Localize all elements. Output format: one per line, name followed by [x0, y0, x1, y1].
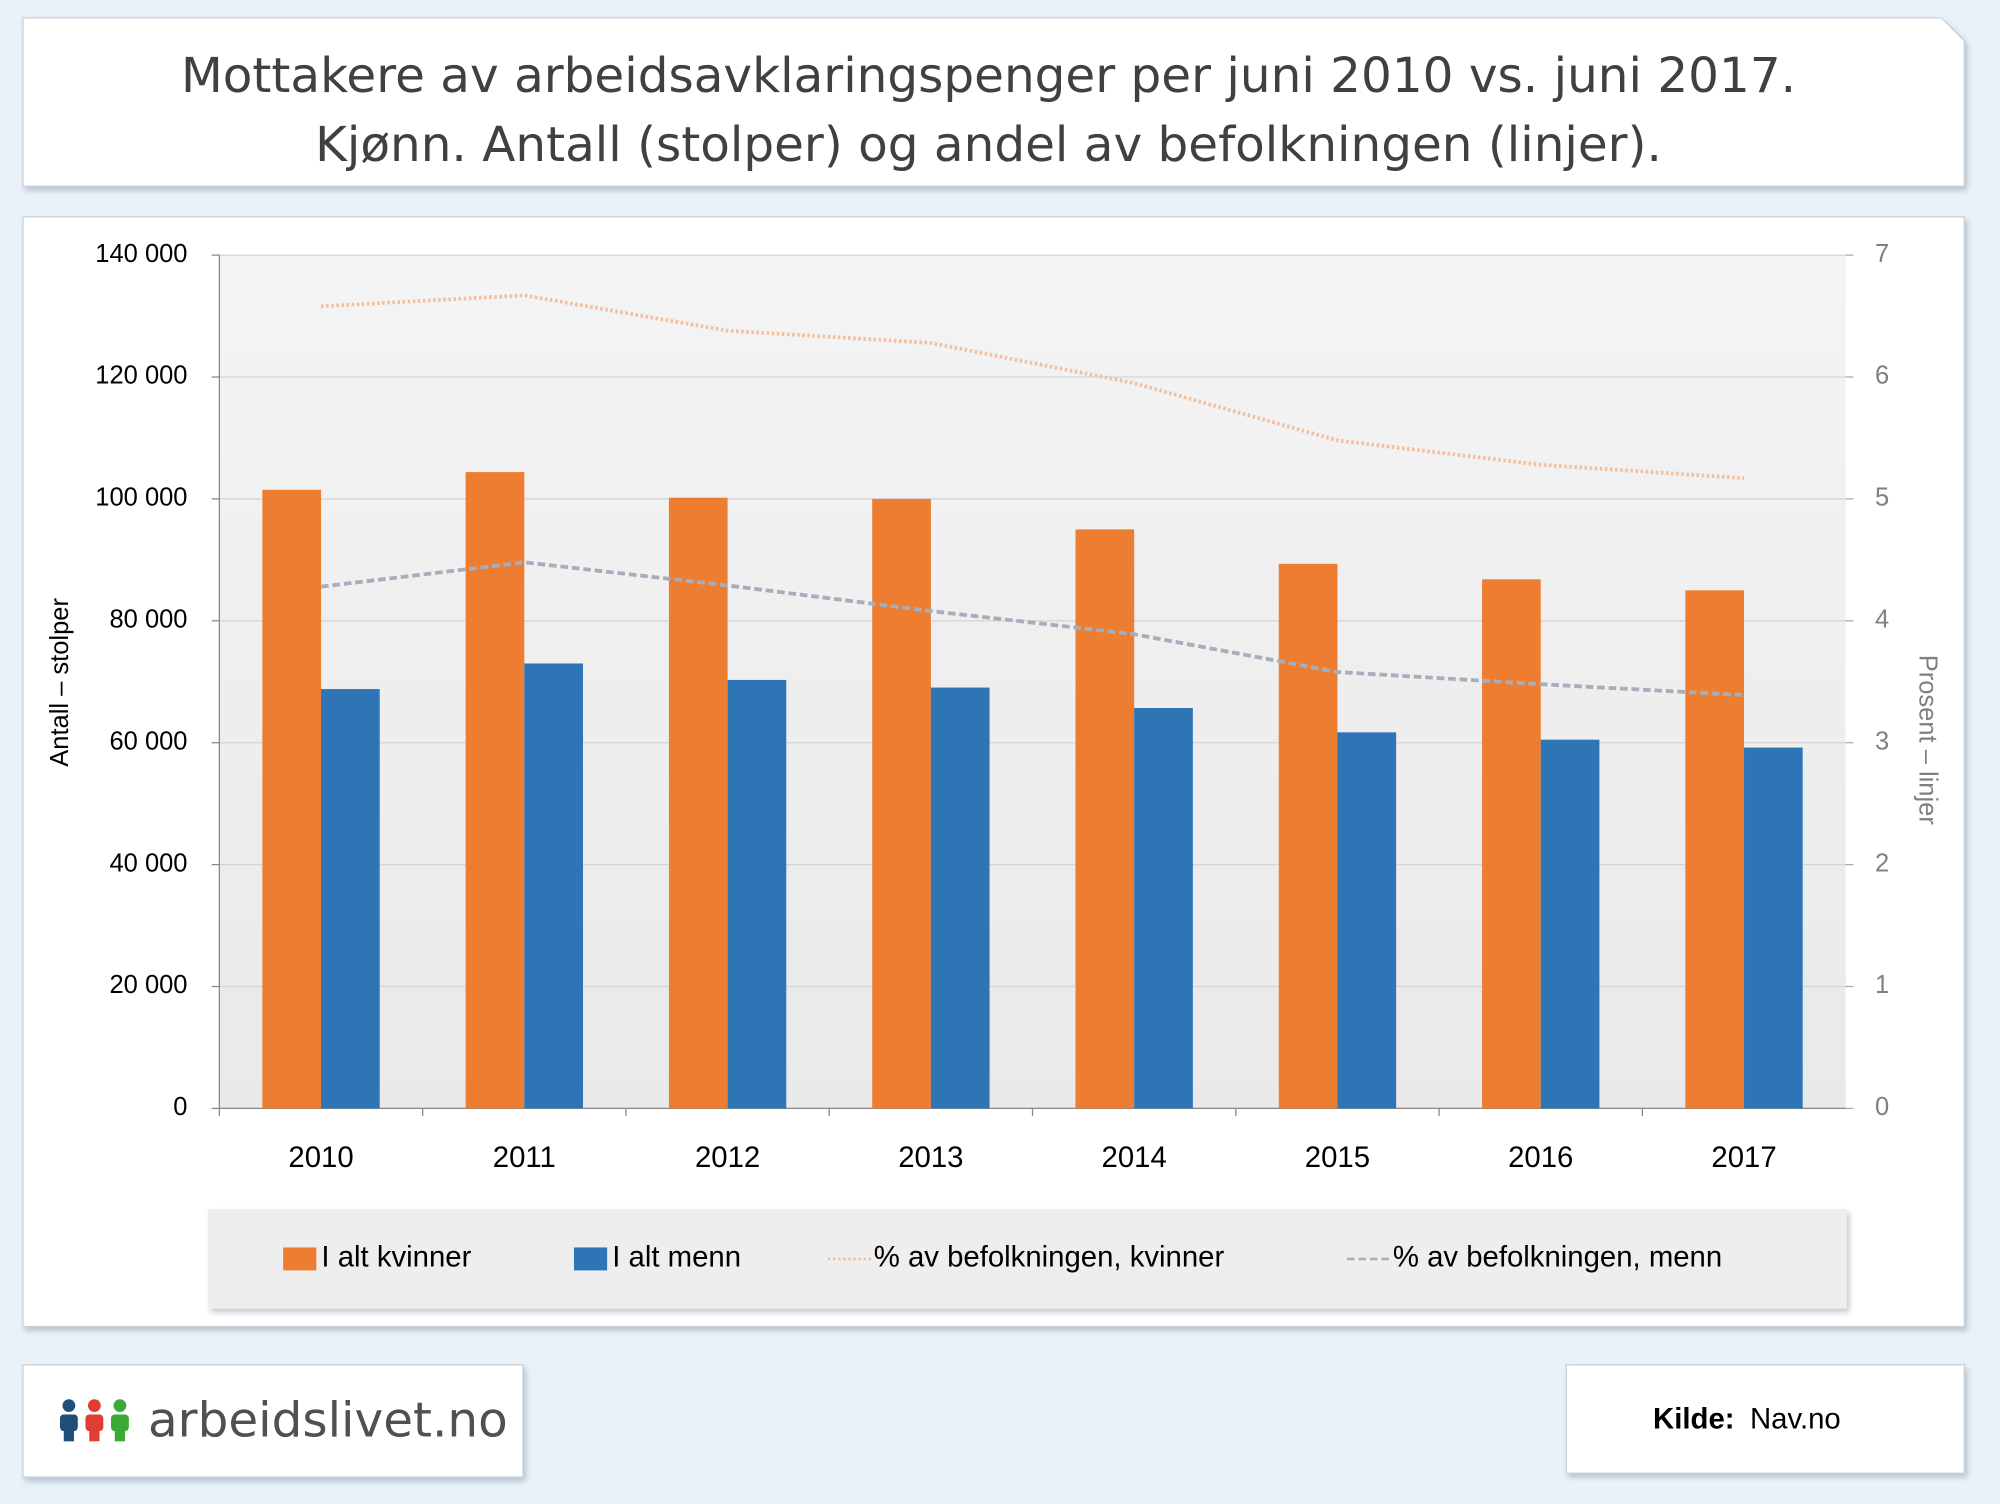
bar	[1337, 732, 1397, 1109]
y-tick-label: 60 000	[110, 727, 188, 755]
chart-title: Mottakere av arbeidsavklaringspenger per…	[181, 48, 1796, 104]
bar	[727, 679, 787, 1109]
chart-title: Kjønn. Antall (stolper) og andel av befo…	[315, 117, 1662, 173]
y-tick-label: 40 000	[110, 849, 188, 877]
x-tick-label: 2010	[288, 1141, 353, 1174]
y-tick-label: 20 000	[110, 971, 188, 999]
legend-label: % av befolkningen, menn	[1393, 1241, 1722, 1274]
title-box	[22, 17, 1965, 187]
bar	[465, 472, 525, 1109]
y2-tick-label: 3	[1875, 727, 1889, 755]
bar	[262, 489, 322, 1109]
y-tick-label: 120 000	[95, 362, 187, 390]
x-tick-label: 2012	[695, 1141, 760, 1174]
source-label: Kilde:	[1653, 1403, 1734, 1436]
bar	[1482, 579, 1541, 1109]
bar	[930, 687, 990, 1109]
bar	[321, 689, 380, 1109]
source-box	[1565, 1364, 1965, 1474]
y2-tick-label: 5	[1875, 484, 1889, 512]
y-tick-label: 140 000	[95, 240, 187, 268]
y2-tick-label: 6	[1875, 362, 1889, 390]
x-tick-label: 2014	[1102, 1141, 1167, 1174]
y-tick-label: 100 000	[95, 484, 187, 512]
bar	[1685, 590, 1745, 1109]
y-axis-title: Antall – stolper	[46, 598, 74, 767]
logo-box	[22, 1364, 524, 1478]
x-tick-label: 2013	[898, 1141, 963, 1174]
y2-tick-label: 7	[1875, 240, 1889, 268]
legend-box	[207, 1209, 1847, 1309]
bar	[1075, 529, 1135, 1109]
legend-label: I alt menn	[612, 1241, 741, 1274]
source: Nav.no	[1750, 1403, 1841, 1436]
bar	[1540, 739, 1600, 1109]
plot: 0 20 000 40 000 60 000 80 000 100 000 120 000 1…	[95, 240, 1889, 1274]
bar	[872, 498, 931, 1109]
y2-axis-title: Prosent – linjer	[1913, 655, 1941, 826]
legend-label: I alt kvinner	[321, 1241, 471, 1274]
bar	[1744, 747, 1803, 1109]
y-tick-label: 0	[173, 1093, 187, 1121]
logo-text: arbeidslivet.no	[148, 1392, 508, 1448]
legend-swatch	[573, 1247, 608, 1271]
bar	[524, 663, 583, 1109]
x-tick-label: 2016	[1508, 1141, 1573, 1174]
y2-tick-label: 4	[1875, 606, 1889, 634]
plot-area	[219, 255, 1846, 1109]
legend-label: % av befolkningen, kvinner	[874, 1241, 1225, 1274]
bar	[668, 497, 728, 1109]
y-tick-label: 80 000	[110, 606, 188, 634]
logo-icon	[59, 1399, 129, 1442]
line	[320, 560, 1745, 698]
x-tick-label: 2011	[493, 1141, 556, 1174]
y2-tick-label: 0	[1875, 1093, 1889, 1121]
legend-swatch	[283, 1247, 317, 1271]
bar	[1278, 563, 1338, 1109]
bar	[1134, 707, 1193, 1109]
y2-tick-label: 1	[1875, 971, 1889, 999]
x-tick-label: 2017	[1711, 1141, 1776, 1174]
y2-tick-label: 2	[1875, 849, 1889, 877]
x-tick-label: 2015	[1305, 1141, 1370, 1174]
